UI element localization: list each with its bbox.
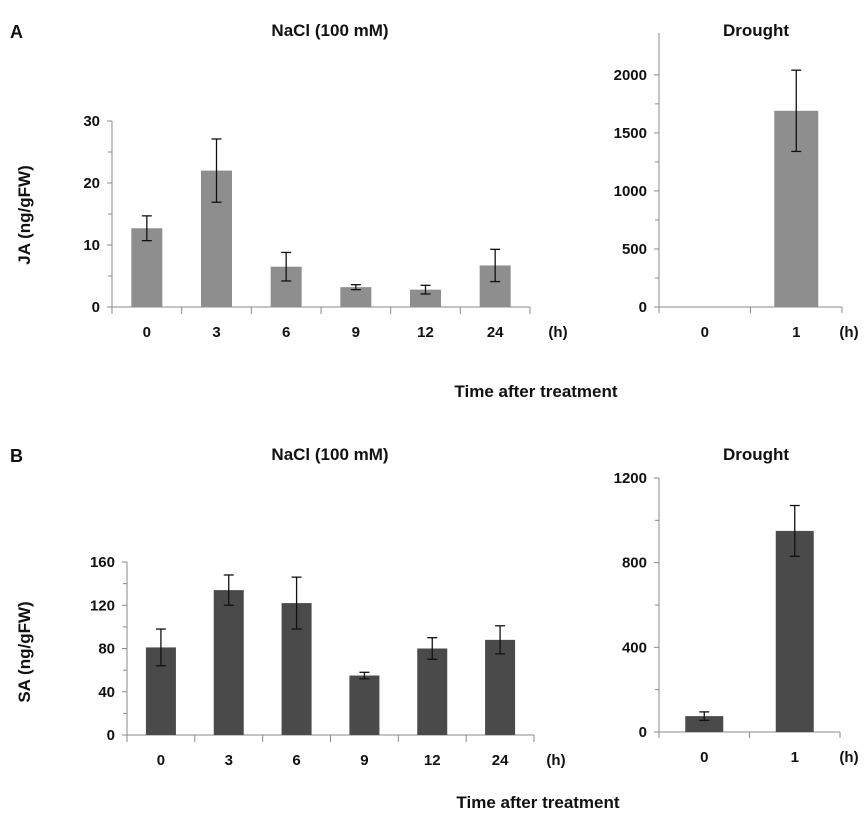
chart-b-drought: Drought 0 400 800 1200 0 1 (h): [614, 445, 859, 766]
y-tick-label: 0: [92, 299, 100, 316]
bar-12: [417, 648, 448, 735]
chart-a-drought: Drought 0 500 1000 1500 2000 0 1 (h): [614, 21, 859, 341]
x-tick-label-1: 1: [791, 749, 799, 766]
bar-3: [213, 590, 244, 735]
y-tick-label: 0: [639, 724, 647, 741]
y-tick-label: 40: [98, 684, 115, 701]
x-unit-label: (h): [546, 752, 565, 769]
x-tick-label-0: 0: [701, 324, 709, 341]
y-tick-label: 800: [622, 555, 647, 572]
bar-24: [485, 639, 516, 735]
x-unit-label: (h): [839, 324, 858, 341]
x-tick-label-12: 12: [417, 324, 434, 341]
y-tick-label: 1500: [614, 125, 647, 142]
plot-b-drought: 0 400 800 1200 0 1 (h): [614, 470, 859, 766]
x-tick-label-12: 12: [424, 752, 441, 769]
bar-12: [410, 289, 441, 307]
y-axis-label-sa: SA (ng/gFW): [15, 601, 34, 702]
y-tick-label: 120: [90, 597, 115, 614]
x-tick-label-3: 3: [225, 752, 233, 769]
chart-title-b-drought: Drought: [723, 445, 789, 464]
x-unit-label: (h): [548, 324, 567, 341]
chart-title-a-drought: Drought: [723, 21, 789, 40]
y-tick-label: 30: [83, 113, 100, 130]
y-tick-label: 1200: [614, 470, 647, 487]
y-tick-label: 160: [90, 554, 115, 571]
x-tick-label-24: 24: [492, 752, 509, 769]
x-tick-label-9: 9: [360, 752, 368, 769]
x-tick-label-0: 0: [157, 752, 165, 769]
y-tick-label: 20: [83, 175, 100, 192]
plot-a-drought: 0 500 1000 1500 2000 0 1 (h): [614, 33, 859, 341]
y-axis-label-ja: JA (ng/gFW): [15, 165, 34, 264]
y-tick-label: 2000: [614, 67, 647, 84]
y-tick-label: 80: [98, 641, 115, 658]
x-unit-label: (h): [839, 749, 858, 766]
x-tick-label-0: 0: [700, 749, 708, 766]
x-tick-label-6: 6: [282, 324, 290, 341]
x-tick-label-24: 24: [487, 324, 504, 341]
x-tick-label-9: 9: [352, 324, 360, 341]
chart-title-a-nacl: NaCl (100 mM): [271, 21, 388, 40]
chart-b-nacl: B NaCl (100 mM) SA (ng/gFW) 040801201600…: [10, 445, 566, 769]
plot-b-nacl: 0 40 80 120 160 0 3 6 9 12 24 (h): [90, 554, 566, 769]
y-tick-label: 400: [622, 639, 647, 656]
x-axis-title-b: Time after treatment: [456, 793, 619, 812]
bar-0: [685, 716, 724, 732]
y-tick-label: 1000: [614, 183, 647, 200]
x-tick-label-6: 6: [292, 752, 300, 769]
x-tick-label-0: 0: [143, 324, 151, 341]
y-tick-label: 500: [622, 241, 647, 258]
x-tick-label-3: 3: [212, 324, 220, 341]
y-tick-label: 0: [107, 727, 115, 744]
chart-title-b-nacl: NaCl (100 mM): [271, 445, 388, 464]
plot-a-nacl: 0 10 20 30 0 3 6 9 12 24 (h): [83, 113, 567, 341]
bar-9: [340, 287, 372, 307]
bar-0: [131, 228, 163, 307]
chart-a-nacl: A NaCl (100 mM) JA (ng/gFW) 0 10 20 30 0 3 6 9 1…: [10, 21, 568, 341]
y-tick-label: 10: [83, 237, 100, 254]
y-tick-label: 0: [639, 299, 647, 316]
panel-label-a: A: [10, 22, 23, 42]
bar-1: [775, 530, 814, 732]
panel-label-b: B: [10, 446, 23, 466]
bar-9: [349, 675, 380, 735]
x-axis-title-a: Time after treatment: [454, 382, 617, 401]
x-tick-label-1: 1: [792, 324, 800, 341]
